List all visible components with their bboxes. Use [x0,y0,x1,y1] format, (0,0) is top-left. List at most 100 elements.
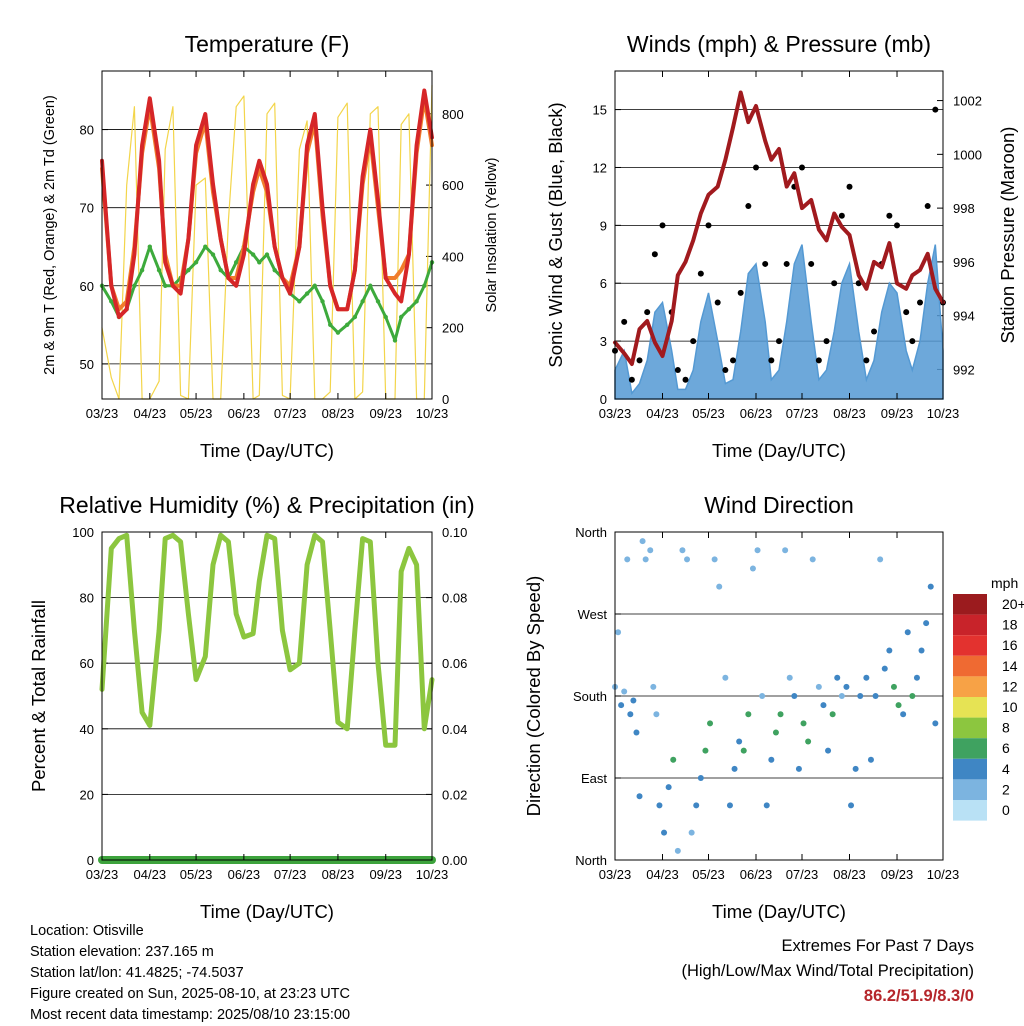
wind-direction-point [722,674,729,681]
wind-direction-point [786,674,793,681]
x-tick-label: 10/23 [416,406,449,421]
gust-point [924,203,931,210]
y-right-tick-label: 400 [442,249,464,264]
wind-direction-point [768,756,775,763]
x-tick-label: 08/23 [833,867,866,882]
wind-direction-point [615,629,622,636]
chart-title: Relative Humidity (%) & Precipitation (i… [59,492,474,518]
x-tick-label: 07/23 [786,867,819,882]
wind-direction-point [697,775,704,781]
y-right-tick-label: 600 [442,178,464,193]
y-right-tick-label: 998 [953,201,975,216]
x-axis-label: Time (Day/UTC) [712,901,846,922]
dewpoint-point [398,314,404,320]
wind-direction-point [772,729,779,736]
x-tick-label: 07/23 [274,406,307,421]
y-right-tick-label: 1000 [953,147,982,162]
wind-direction-point [838,693,845,699]
wind-direction-point [740,747,747,754]
dewpoint-point [163,283,168,288]
y-right-axis-label: Solar Insolation (Yellow) [484,157,500,312]
wind-direction-point [763,802,770,809]
x-tick-label: 03/23 [86,406,119,421]
gust-point [659,222,666,229]
wind-direction-point [636,793,643,800]
gust-point [768,357,775,364]
y-right-tick-label: 800 [442,107,464,122]
y-right-tick-label: 0.06 [442,656,467,671]
wind-direction-point [618,702,625,709]
x-tick-label: 09/23 [369,867,402,882]
sonic-wind-area [614,244,944,400]
legend-title: mph [991,575,1018,591]
wind-direction-point [825,747,832,754]
dewpoint-point [320,299,325,304]
dewpoint-point [203,244,208,249]
x-tick-label: 10/23 [416,867,449,882]
legend-label: 10 [1002,699,1018,715]
chart-title: Wind Direction [704,492,854,518]
wind-direction-point [627,711,634,718]
station-latlon: Station lat/lon: 41.4825; -74.5037 [30,965,244,981]
wind-direction-point [621,688,628,695]
x-tick-label: 08/23 [322,406,355,421]
x-tick-label: 04/23 [646,867,679,882]
wind-direction-point [688,829,695,836]
x-tick-label: 09/23 [369,406,402,421]
legend-swatch [953,738,987,759]
x-axis-label: Time (Day/UTC) [200,440,334,461]
legend-swatch [953,697,987,718]
x-tick-label: 07/23 [786,406,819,421]
dewpoint-point [193,260,199,265]
y-axis-label: 2m & 9m T (Red, Orange) & 2m Td (Green) [42,95,58,375]
wind-direction-point [661,829,668,836]
x-tick-label: 10/23 [927,867,960,882]
wind-direction-point [736,738,743,745]
gust-point [823,338,830,345]
wind-direction-point [800,720,807,727]
x-tick-label: 07/23 [274,867,307,882]
y-right-tick-label: 0.08 [442,591,467,606]
gust-point [871,328,878,335]
plot-frame-4 [614,531,944,861]
gust-point [798,164,805,171]
dewpoint-point [297,299,302,304]
legend-label: 2 [1002,781,1010,797]
legend-label: 16 [1002,637,1018,653]
dewpoint-point [352,314,358,320]
plot-frame-2 [614,70,944,400]
dewpoint-point [233,260,239,265]
x-tick-label: 04/23 [134,867,167,882]
dewpoint-point [132,283,137,288]
gust-point [815,357,822,364]
wind-direction-point [630,697,637,704]
wind-direction-point [834,674,841,681]
wind-direction-point [918,647,925,654]
extremes-subtitle: (High/Low/Max Wind/Total Precipitation) [681,962,974,980]
legend-label: 8 [1002,720,1010,736]
wind-direction-point [927,583,934,590]
wind-direction-point [633,729,640,736]
gust-point [722,367,729,374]
wind-direction-point [749,565,756,572]
x-tick-label: 06/23 [740,406,773,421]
x-tick-label: 06/23 [228,867,261,882]
gust-point [838,212,845,219]
gust-point [690,338,697,345]
x-axis-label: Time (Day/UTC) [712,440,846,461]
x-tick-label: 05/23 [692,867,725,882]
legend-label: 18 [1002,617,1018,633]
wind-direction-point [684,556,691,563]
legend-swatch [953,594,987,615]
wind-direction-point [759,693,766,699]
gust-point [846,183,853,190]
dewpoint-point [139,267,145,273]
gust-point [808,260,815,267]
wind-direction-point [791,693,798,699]
wind-direction-point [820,702,827,709]
x-tick-label: 05/23 [692,406,725,421]
gust-point [932,106,939,113]
wind-direction-point [653,711,660,718]
x-tick-label: 03/23 [599,406,632,421]
station-info: Location: Otisville Station elevation: 2… [30,921,350,1026]
